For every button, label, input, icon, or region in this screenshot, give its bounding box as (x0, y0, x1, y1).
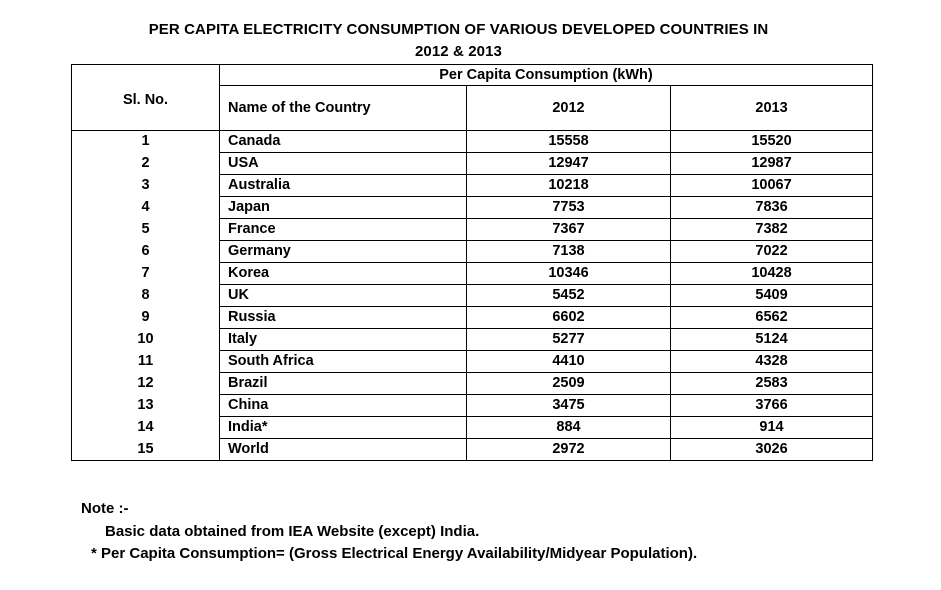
sl-no-cell: 13 (71, 394, 220, 417)
year-2013-value: 7022 (669, 240, 874, 263)
sl-no-header: Sl. No. (71, 64, 220, 131)
table-header-row: Sl. No. Per Capita Consumption (kWh) (71, 64, 874, 131)
per-capita-header: Per Capita Consumption (kWh) (218, 64, 874, 86)
year-2013-value: 914 (669, 416, 874, 439)
country-name-cell: France (219, 218, 467, 241)
year-2012-value: 7367 (466, 218, 671, 241)
table-row: 4 Japan 7753 7836 (71, 196, 874, 219)
table-row: 5 France 7367 7382 (71, 218, 874, 241)
table-row: 12 Brazil 2509 2583 (71, 372, 874, 395)
sl-no-cell: 4 (71, 196, 220, 219)
year-2012-value: 5452 (466, 284, 671, 307)
year-2012-value: 884 (466, 416, 671, 439)
year-2013-value: 4328 (669, 350, 874, 373)
country-name-cell: Brazil (219, 372, 467, 395)
page-title-years: 2012 & 2013 (414, 43, 502, 60)
consumption-table: Sl. No. Per Capita Consumption (kWh) Nam… (71, 64, 874, 461)
sl-no-cell: 5 (71, 218, 220, 241)
year-2013-value: 10428 (669, 262, 874, 285)
table-row: 2 USA 12947 12987 (71, 152, 874, 175)
page-title: PER CAPITA ELECTRICITY CONSUMPTION OF VA… (148, 21, 769, 38)
sl-no-cell: 6 (71, 240, 220, 263)
year-2012-value: 6602 (466, 306, 671, 329)
country-name-cell: Australia (219, 174, 467, 197)
year-2012-value: 7138 (466, 240, 671, 263)
year-2013-value: 2583 (669, 372, 874, 395)
note-formula: * Per Capita Consumption= (Gross Electri… (91, 545, 698, 562)
year-2012-value: 10346 (466, 262, 671, 285)
table-row: 3 Australia 10218 10067 (71, 174, 874, 197)
country-name-cell: Italy (219, 328, 467, 351)
country-name-cell: Canada (219, 130, 467, 153)
year-2012-value: 10218 (466, 174, 671, 197)
year-2012-header: 2012 (466, 85, 671, 131)
table-row: 9 Russia 6602 6562 (71, 306, 874, 329)
year-2013-value: 12987 (669, 152, 874, 175)
country-name-header: Name of the Country (219, 85, 467, 131)
table-row: 8 UK 5452 5409 (71, 284, 874, 307)
country-name-cell: China (219, 394, 467, 417)
year-2012-value: 2972 (466, 438, 671, 461)
country-name-cell: India* (219, 416, 467, 439)
country-name-cell: World (219, 438, 467, 461)
table-subheader-row: Name of the Country 2012 2013 (72, 85, 874, 131)
year-2013-value: 7382 (669, 218, 874, 241)
table-row: 11 South Africa 4410 4328 (71, 350, 874, 373)
sl-no-cell: 3 (71, 174, 220, 197)
table-row: 6 Germany 7138 7022 (71, 240, 874, 263)
sl-no-cell: 2 (71, 152, 220, 175)
year-2012-value: 15558 (466, 130, 671, 153)
sl-no-cell: 8 (71, 284, 220, 307)
note-source: Basic data obtained from IEA Website (ex… (105, 523, 480, 540)
year-2013-value: 7836 (669, 196, 874, 219)
country-name-cell: Russia (219, 306, 467, 329)
year-2013-value: 10067 (669, 174, 874, 197)
year-2013-header: 2013 (669, 85, 874, 131)
sl-no-cell: 12 (71, 372, 220, 395)
country-name-cell: Korea (219, 262, 467, 285)
note-heading: Note :- (81, 500, 129, 517)
year-2013-value: 3766 (669, 394, 874, 417)
sl-no-cell: 11 (71, 350, 220, 373)
year-2013-value: 3026 (669, 438, 874, 461)
table-row: 15 World 2972 3026 (71, 438, 874, 461)
sl-no-cell: 15 (71, 438, 220, 461)
table-row: 1 Canada 15558 15520 (71, 130, 874, 153)
table-row: 14 India* 884 914 (71, 416, 874, 439)
country-name-cell: Japan (219, 196, 467, 219)
year-2013-value: 15520 (669, 130, 874, 153)
year-2013-value: 6562 (669, 306, 874, 329)
table-row: 10 Italy 5277 5124 (71, 328, 874, 351)
year-2013-value: 5124 (669, 328, 874, 351)
country-name-cell: South Africa (219, 350, 467, 373)
year-2012-value: 2509 (466, 372, 671, 395)
sl-no-cell: 14 (71, 416, 220, 439)
year-2013-value: 5409 (669, 284, 874, 307)
country-name-cell: Germany (219, 240, 467, 263)
table-row: 7 Korea 10346 10428 (71, 262, 874, 285)
sl-no-cell: 7 (71, 262, 220, 285)
country-name-cell: USA (219, 152, 467, 175)
sl-no-cell: 9 (71, 306, 220, 329)
year-2012-value: 4410 (466, 350, 671, 373)
year-2012-value: 7753 (466, 196, 671, 219)
sl-no-cell: 1 (71, 130, 220, 153)
year-2012-value: 12947 (466, 152, 671, 175)
year-2012-value: 3475 (466, 394, 671, 417)
sl-no-cell: 10 (71, 328, 220, 351)
country-name-cell: UK (219, 284, 467, 307)
table-row: 13 China 3475 3766 (71, 394, 874, 417)
year-2012-value: 5277 (466, 328, 671, 351)
